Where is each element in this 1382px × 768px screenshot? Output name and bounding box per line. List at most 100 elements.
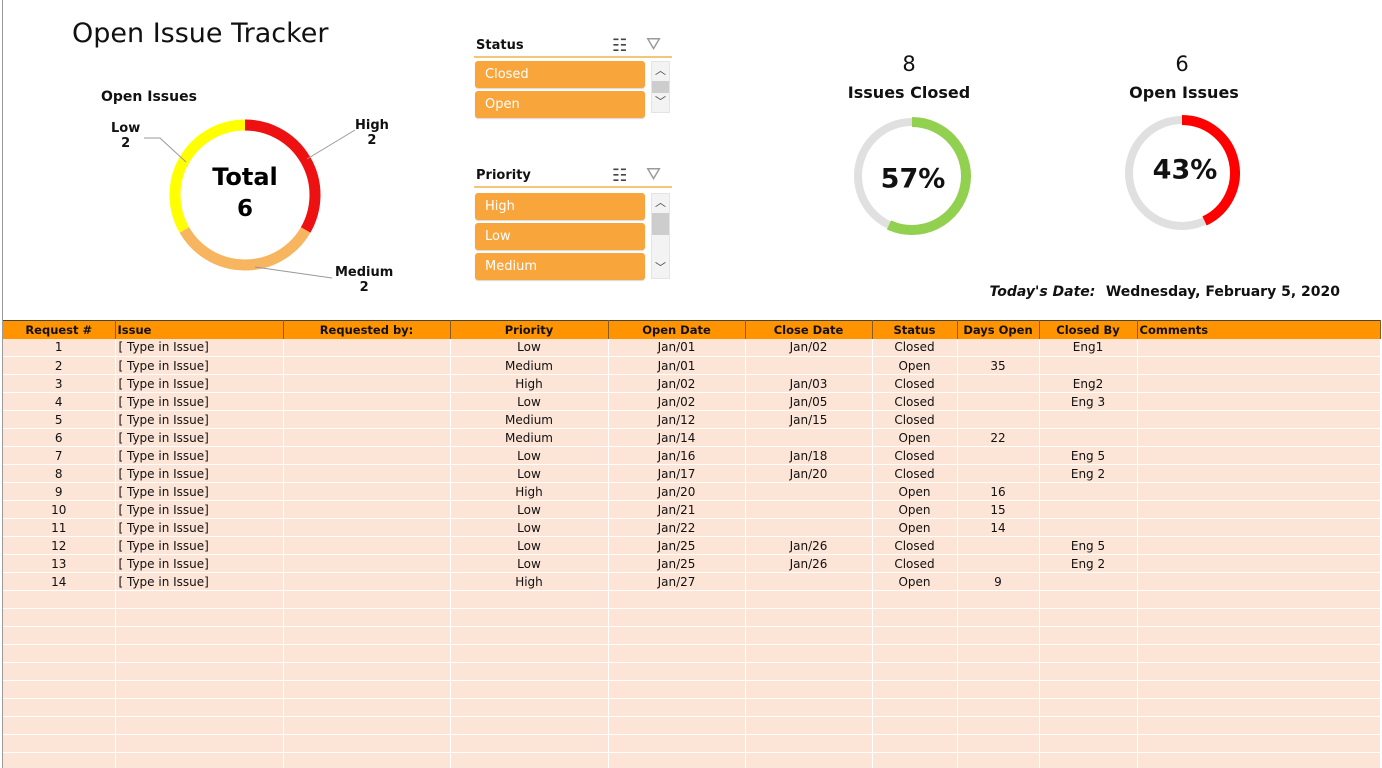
column-header[interactable]: Request # — [3, 320, 116, 339]
table-cell[interactable]: Open — [872, 428, 958, 447]
table-cell[interactable] — [957, 680, 1040, 699]
chevron-down-icon[interactable]: ﹀ — [655, 262, 666, 274]
table-cell[interactable] — [1039, 572, 1138, 591]
table-cell[interactable]: Closed — [872, 392, 958, 411]
table-cell[interactable] — [1137, 644, 1381, 663]
table-cell[interactable] — [872, 626, 958, 645]
table-cell[interactable] — [115, 716, 284, 735]
table-cell[interactable]: Low — [450, 446, 609, 465]
table-cell[interactable]: [ Type in Issue] — [115, 356, 284, 375]
chevron-up-icon[interactable]: ︿ — [655, 65, 666, 77]
table-cell[interactable] — [1137, 482, 1381, 501]
table-cell[interactable] — [3, 626, 116, 645]
table-cell[interactable] — [1137, 554, 1381, 573]
table-cell[interactable] — [1137, 392, 1381, 411]
slicer-item-high[interactable]: High — [475, 193, 645, 220]
table-cell[interactable]: Eng1 — [1039, 338, 1138, 357]
table-cell[interactable] — [3, 590, 116, 609]
table-cell[interactable] — [1137, 446, 1381, 465]
table-cell[interactable]: [ Type in Issue] — [115, 464, 284, 483]
table-cell[interactable] — [872, 716, 958, 735]
table-cell[interactable] — [745, 356, 873, 375]
table-cell[interactable] — [745, 572, 873, 591]
table-cell[interactable] — [115, 590, 284, 609]
table-cell[interactable]: Eng 3 — [1039, 392, 1138, 411]
table-cell[interactable] — [115, 608, 284, 627]
table-cell[interactable] — [283, 644, 451, 663]
table-cell[interactable]: Low — [450, 536, 609, 555]
column-header[interactable]: Open Date — [608, 320, 746, 339]
table-cell[interactable]: Jan/03 — [745, 374, 873, 393]
table-cell[interactable] — [450, 752, 609, 768]
table-cell[interactable] — [1137, 428, 1381, 447]
table-cell[interactable] — [450, 590, 609, 609]
table-cell[interactable]: High — [450, 572, 609, 591]
table-cell[interactable]: Medium — [450, 356, 609, 375]
scroll-thumb[interactable] — [652, 81, 669, 93]
table-cell[interactable]: Jan/27 — [608, 572, 746, 591]
table-cell[interactable]: Jan/14 — [608, 428, 746, 447]
slicer-item-low[interactable]: Low — [475, 223, 645, 250]
table-cell[interactable]: [ Type in Issue] — [115, 428, 284, 447]
table-cell[interactable] — [1039, 716, 1138, 735]
table-cell[interactable]: Closed — [872, 446, 958, 465]
table-cell[interactable] — [872, 662, 958, 681]
table-cell[interactable] — [957, 662, 1040, 681]
multi-select-icon[interactable]: ☷ — [612, 166, 628, 185]
table-cell[interactable] — [957, 698, 1040, 717]
table-cell[interactable]: [ Type in Issue] — [115, 500, 284, 519]
table-cell[interactable]: Open — [872, 518, 958, 537]
table-cell[interactable] — [745, 428, 873, 447]
table-cell[interactable] — [1039, 590, 1138, 609]
table-cell[interactable]: Eng2 — [1039, 374, 1138, 393]
table-cell[interactable] — [1137, 572, 1381, 591]
table-cell[interactable] — [957, 752, 1040, 768]
table-cell[interactable] — [283, 626, 451, 645]
table-cell[interactable] — [450, 608, 609, 627]
table-cell[interactable]: 8 — [3, 464, 116, 483]
table-cell[interactable]: Jan/26 — [745, 554, 873, 573]
table-cell[interactable]: Jan/20 — [745, 464, 873, 483]
table-cell[interactable]: 35 — [957, 356, 1040, 375]
table-cell[interactable]: [ Type in Issue] — [115, 446, 284, 465]
table-cell[interactable] — [745, 500, 873, 519]
table-cell[interactable] — [957, 446, 1040, 465]
column-header[interactable]: Days Open — [957, 320, 1040, 339]
table-cell[interactable] — [957, 464, 1040, 483]
column-header[interactable]: Priority — [450, 320, 609, 339]
table-cell[interactable]: Open — [872, 572, 958, 591]
table-cell[interactable]: 7 — [3, 446, 116, 465]
table-cell[interactable] — [3, 680, 116, 699]
table-cell[interactable]: [ Type in Issue] — [115, 410, 284, 429]
table-cell[interactable] — [957, 644, 1040, 663]
table-cell[interactable]: 10 — [3, 500, 116, 519]
table-cell[interactable]: 9 — [957, 572, 1040, 591]
table-cell[interactable]: Jan/22 — [608, 518, 746, 537]
table-cell[interactable]: Closed — [872, 464, 958, 483]
table-cell[interactable] — [283, 572, 451, 591]
multi-select-icon[interactable]: ☷ — [612, 36, 628, 55]
table-cell[interactable] — [283, 752, 451, 768]
table-cell[interactable] — [745, 608, 873, 627]
table-cell[interactable] — [1039, 662, 1138, 681]
table-cell[interactable] — [957, 374, 1040, 393]
table-cell[interactable] — [1137, 608, 1381, 627]
table-cell[interactable]: [ Type in Issue] — [115, 554, 284, 573]
table-cell[interactable] — [1039, 428, 1138, 447]
table-cell[interactable] — [608, 752, 746, 768]
table-cell[interactable]: [ Type in Issue] — [115, 374, 284, 393]
table-cell[interactable] — [283, 716, 451, 735]
table-cell[interactable]: Low — [450, 518, 609, 537]
table-cell[interactable]: Jan/20 — [608, 482, 746, 501]
column-header[interactable]: Comments — [1137, 320, 1381, 339]
table-cell[interactable] — [745, 482, 873, 501]
table-cell[interactable] — [1039, 680, 1138, 699]
table-cell[interactable]: Eng 5 — [1039, 536, 1138, 555]
table-cell[interactable]: 2 — [3, 356, 116, 375]
table-cell[interactable]: Jan/26 — [745, 536, 873, 555]
table-cell[interactable]: Low — [450, 500, 609, 519]
chevron-down-icon[interactable]: ﹀ — [655, 96, 666, 108]
clear-filter-icon[interactable]: ⛛ — [646, 164, 662, 184]
table-cell[interactable] — [957, 608, 1040, 627]
table-cell[interactable]: Jan/21 — [608, 500, 746, 519]
